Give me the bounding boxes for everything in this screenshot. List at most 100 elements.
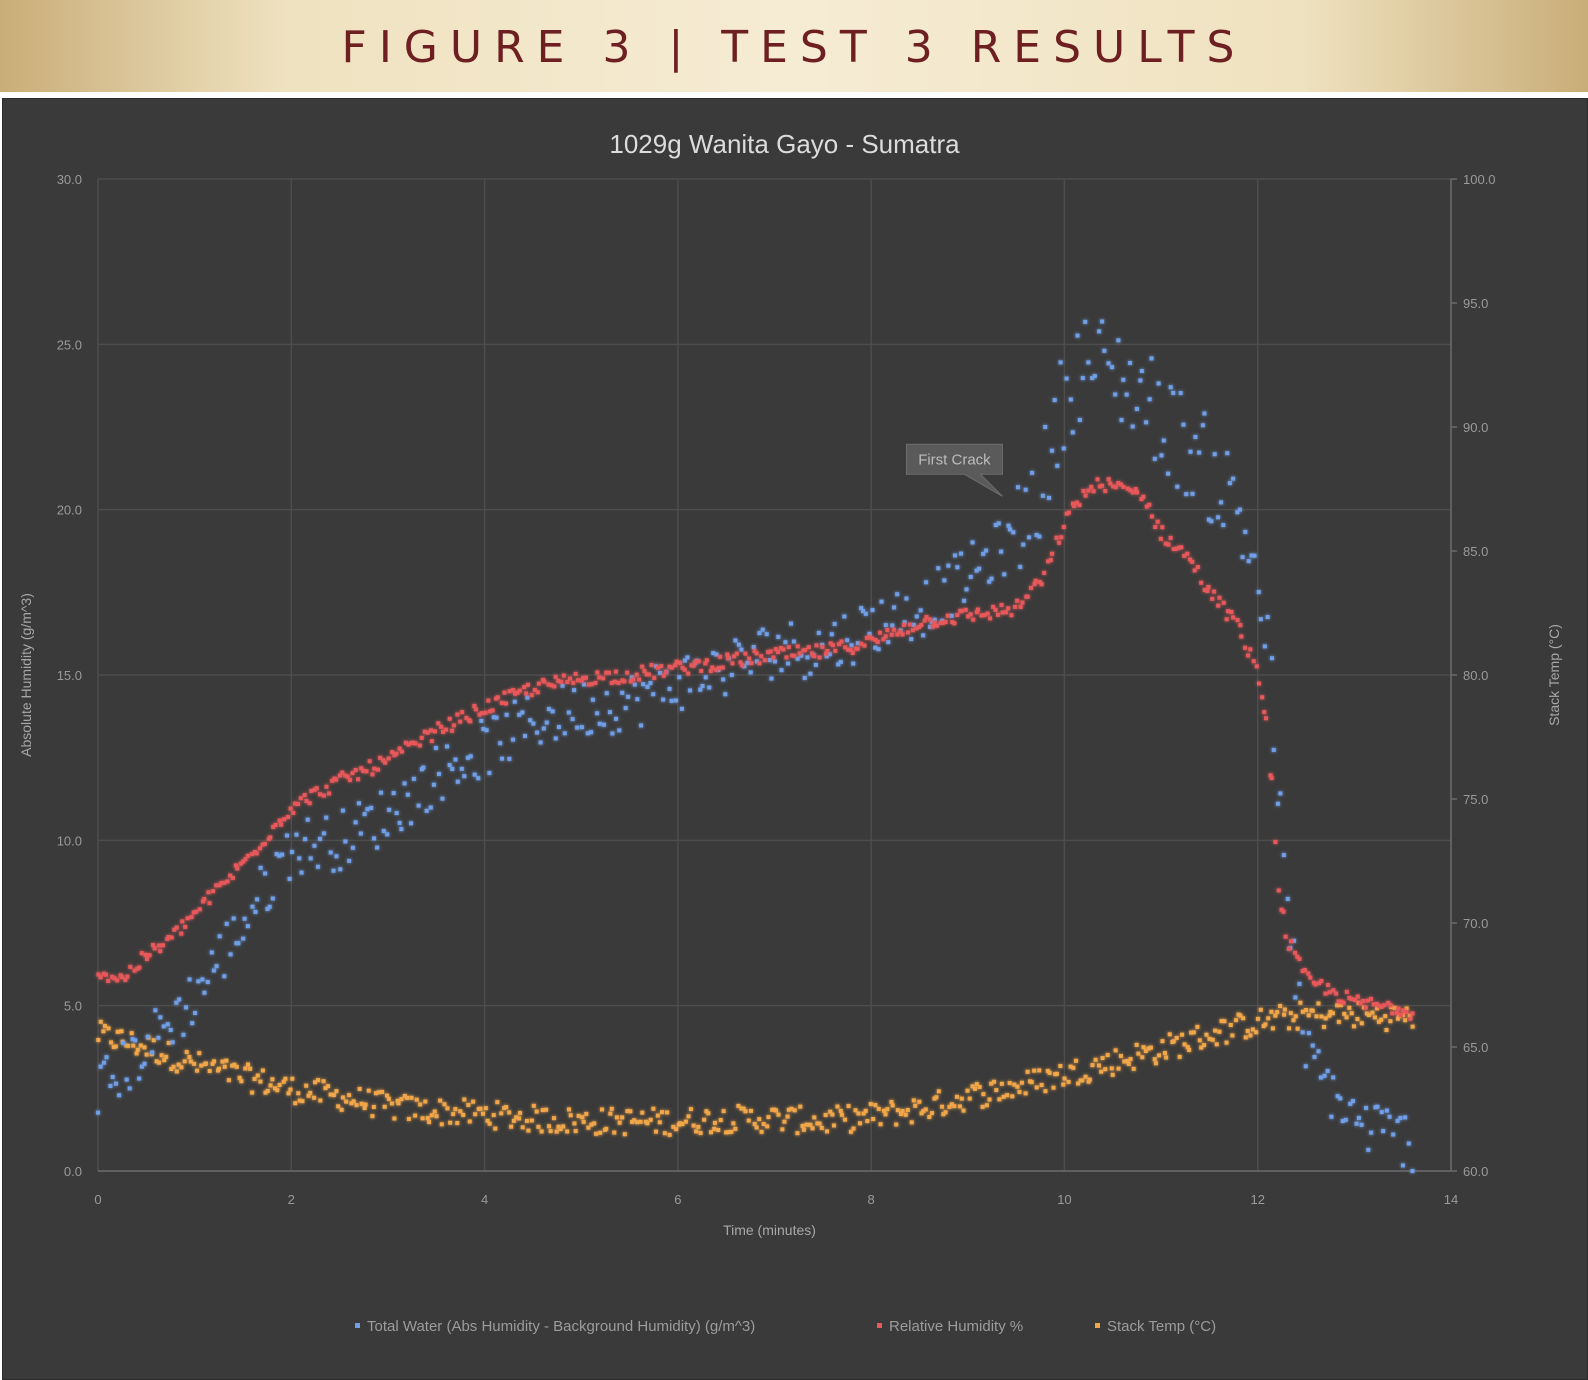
relative-humidity-point xyxy=(943,619,948,624)
total-water-point xyxy=(507,756,512,761)
relative-humidity-point xyxy=(919,622,924,627)
relative-humidity-point xyxy=(115,978,120,983)
stack-temp-point xyxy=(548,1129,553,1134)
stack-temp-point xyxy=(131,1043,136,1048)
total-water-point xyxy=(416,803,421,808)
stack-temp-point xyxy=(281,1079,286,1084)
relative-humidity-point xyxy=(279,822,284,827)
stack-temp-point xyxy=(1083,1074,1088,1079)
relative-humidity-point xyxy=(613,669,618,674)
stack-temp-point xyxy=(898,1111,903,1116)
stack-temp-point xyxy=(1202,1043,1207,1048)
total-water-point xyxy=(211,968,216,973)
total-water-point xyxy=(886,640,891,645)
total-water-point xyxy=(590,697,595,702)
stack-temp-point xyxy=(109,1040,114,1045)
stack-temp-point xyxy=(754,1125,759,1130)
total-water-point xyxy=(604,691,609,696)
stack-temp-point xyxy=(362,1106,367,1111)
total-water-point xyxy=(1310,1043,1315,1048)
stack-temp-point xyxy=(536,1124,541,1129)
relative-humidity-point xyxy=(1100,483,1105,488)
relative-humidity-point xyxy=(197,907,202,912)
relative-humidity-point xyxy=(235,866,240,871)
relative-humidity-point xyxy=(982,613,987,618)
relative-humidity-point xyxy=(507,689,512,694)
stack-temp-point xyxy=(304,1083,309,1088)
relative-humidity-point xyxy=(1095,477,1100,482)
total-water-point xyxy=(535,730,540,735)
relative-humidity-point xyxy=(950,620,955,625)
relative-humidity-point xyxy=(490,708,495,713)
stack-temp-point xyxy=(270,1077,275,1082)
stack-temp-point xyxy=(1032,1068,1037,1073)
total-water-point xyxy=(1058,360,1063,365)
relative-humidity-point xyxy=(411,740,416,745)
relative-humidity-point xyxy=(625,670,630,675)
stack-temp-point xyxy=(461,1112,466,1117)
relative-humidity-point xyxy=(905,630,910,635)
total-water-point xyxy=(703,675,708,680)
total-water-point xyxy=(305,817,310,822)
total-water-point xyxy=(748,670,753,675)
total-water-point xyxy=(620,690,625,695)
relative-humidity-point xyxy=(640,664,645,669)
relative-humidity-point xyxy=(1077,503,1082,508)
relative-humidity-point xyxy=(1048,558,1053,563)
stack-temp-point xyxy=(540,1108,545,1113)
relative-humidity-series xyxy=(96,477,1415,1021)
stack-temp-point xyxy=(940,1104,945,1109)
relative-humidity-point xyxy=(1327,990,1332,995)
stack-temp-point xyxy=(665,1110,670,1115)
stack-temp-point xyxy=(780,1127,785,1132)
relative-humidity-point xyxy=(612,679,617,684)
relative-humidity-point xyxy=(180,919,185,924)
total-water-point xyxy=(550,709,555,714)
stack-temp-point xyxy=(712,1126,717,1131)
relative-humidity-point xyxy=(417,743,422,748)
stack-temp-point xyxy=(1304,1008,1309,1013)
relative-humidity-point xyxy=(1113,485,1118,490)
stack-temp-point xyxy=(608,1111,613,1116)
total-water-point xyxy=(462,774,467,779)
relative-humidity-point xyxy=(680,665,685,670)
stack-temp-point xyxy=(425,1116,430,1121)
stack-temp-point xyxy=(1300,1009,1305,1014)
stack-temp-point xyxy=(142,1045,147,1050)
total-water-point xyxy=(531,721,536,726)
legend-label: Stack Temp (°C) xyxy=(1107,1318,1216,1335)
relative-humidity-point xyxy=(669,665,674,670)
total-water-point xyxy=(1037,534,1042,539)
relative-humidity-point xyxy=(348,778,353,783)
relative-humidity-point xyxy=(1042,570,1047,575)
stack-temp-point xyxy=(617,1120,622,1125)
total-water-point xyxy=(455,779,460,784)
stack-temp-point xyxy=(1076,1081,1081,1086)
total-water-point xyxy=(150,1050,155,1055)
total-water-point xyxy=(287,876,292,881)
stack-temp-point xyxy=(1157,1053,1162,1058)
relative-humidity-point xyxy=(1217,595,1222,600)
relative-humidity-point xyxy=(144,957,149,962)
stack-temp-point xyxy=(1298,1000,1303,1005)
relative-humidity-point xyxy=(1323,991,1328,996)
relative-humidity-point xyxy=(522,685,527,690)
relative-humidity-point xyxy=(1050,551,1055,556)
relative-humidity-point xyxy=(125,974,130,979)
total-water-point xyxy=(1219,500,1224,505)
stack-temp-point xyxy=(396,1101,401,1106)
x-tick-label: 8 xyxy=(868,1192,875,1207)
total-water-point xyxy=(1297,981,1302,986)
relative-humidity-point xyxy=(1135,490,1140,495)
stack-temp-point xyxy=(354,1103,359,1108)
total-water-point xyxy=(1325,1068,1330,1073)
stack-temp-point xyxy=(614,1115,619,1120)
total-water-point xyxy=(1318,1075,1323,1080)
stack-temp-point xyxy=(1224,1040,1229,1045)
total-water-point xyxy=(867,631,872,636)
total-water-point xyxy=(968,574,973,579)
stack-temp-point xyxy=(438,1098,443,1103)
relative-humidity-point xyxy=(790,653,795,658)
stack-temp-point xyxy=(1347,1005,1352,1010)
total-water-point xyxy=(757,631,762,636)
